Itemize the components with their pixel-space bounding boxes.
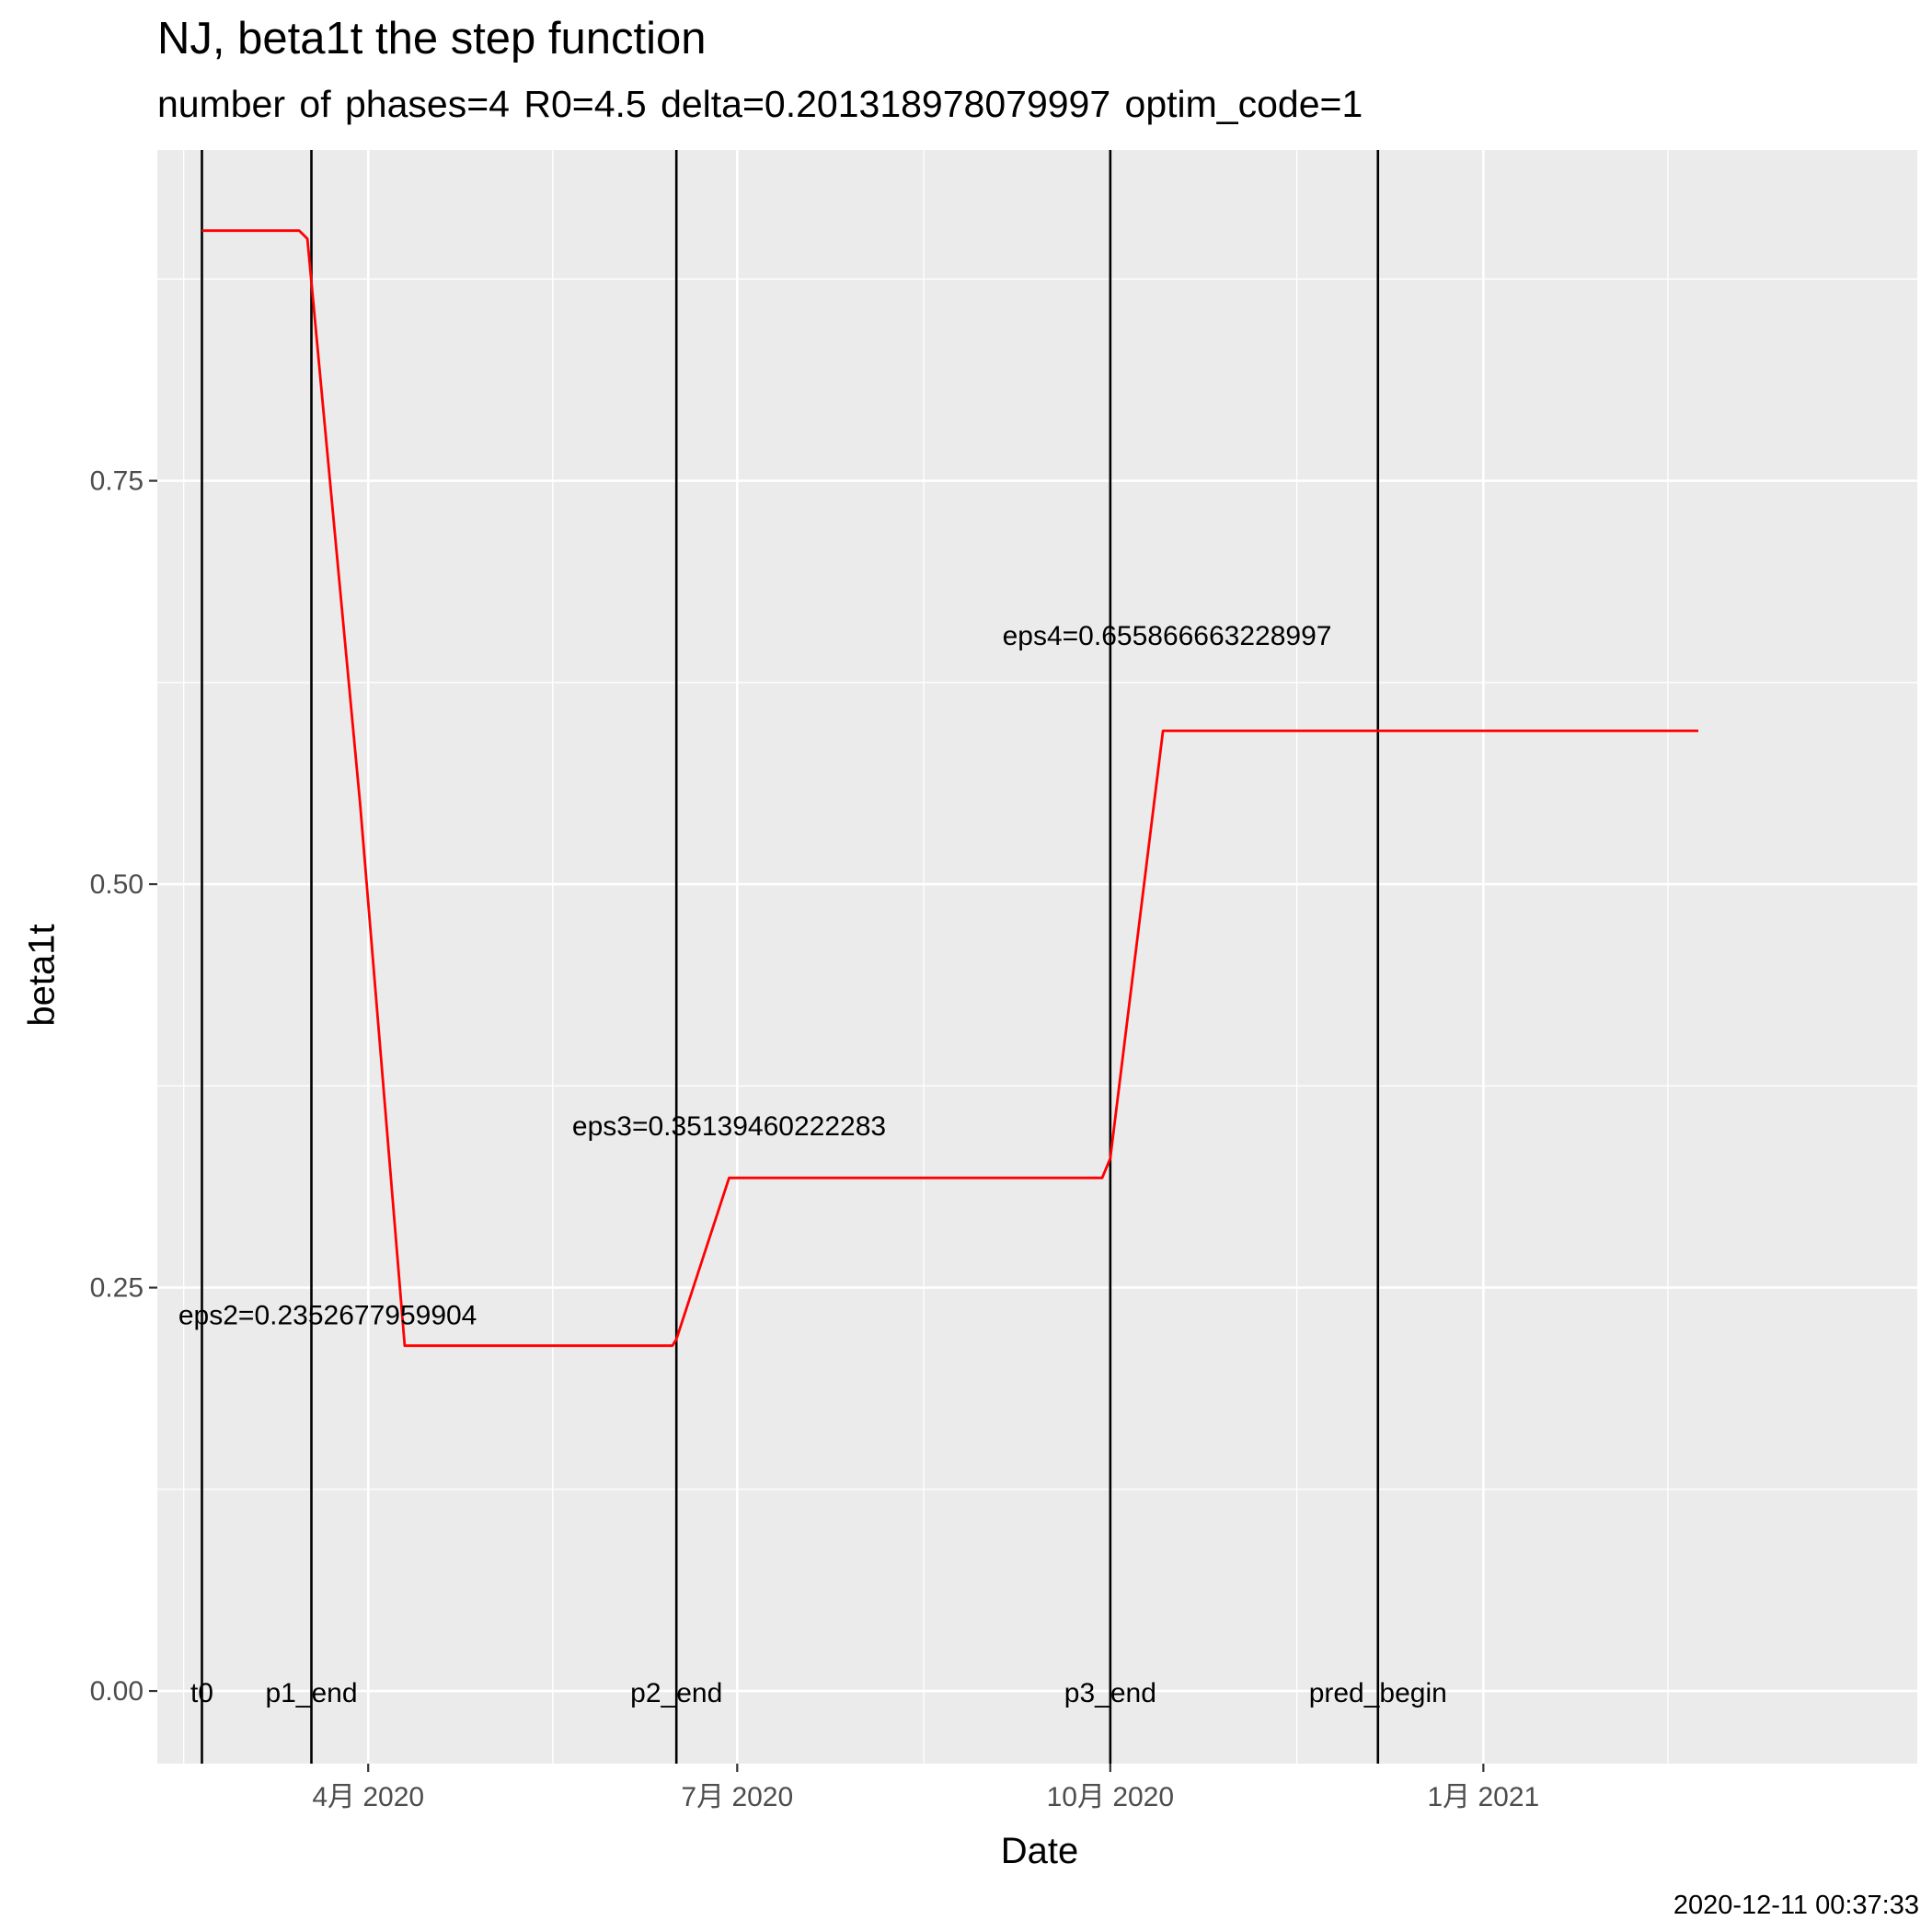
phase-label: pred_begin xyxy=(1309,1678,1447,1708)
phase-label: p3_end xyxy=(1064,1678,1156,1708)
x-tick-label: 1月 2021 xyxy=(1427,1782,1539,1812)
x-tick-label: 4月 2020 xyxy=(312,1782,424,1812)
eps-annotation: eps4=0.655866663228997 xyxy=(1003,621,1332,651)
eps-annotation: eps3=0.35139460222283 xyxy=(572,1111,886,1142)
y-tick-label: 0.00 xyxy=(90,1676,144,1707)
x-axis-label: Date xyxy=(1000,1831,1079,1871)
chart-title: NJ, beta1t the step function xyxy=(157,14,707,63)
phase-label: t0 xyxy=(190,1678,213,1708)
phase-label: p1_end xyxy=(265,1678,357,1708)
beta1t-line xyxy=(201,229,1698,1348)
plot-panel xyxy=(157,150,1917,1764)
y-tick-label: 0.50 xyxy=(90,869,144,900)
x-tick-label: 10月 2020 xyxy=(1047,1782,1174,1812)
x-tick-label: 7月 2020 xyxy=(681,1782,793,1812)
eps-annotation: eps2=0.2352677959904 xyxy=(178,1300,477,1330)
timestamp-caption: 2020-12-11 00:37:33 xyxy=(1673,1891,1919,1920)
chart-subtitle: number of phases=4 R0=4.5 delta=0.201318… xyxy=(157,83,1363,125)
phase-label: p2_end xyxy=(630,1678,722,1708)
y-tick-label: 0.25 xyxy=(90,1273,144,1304)
y-tick-label: 0.75 xyxy=(90,466,144,497)
